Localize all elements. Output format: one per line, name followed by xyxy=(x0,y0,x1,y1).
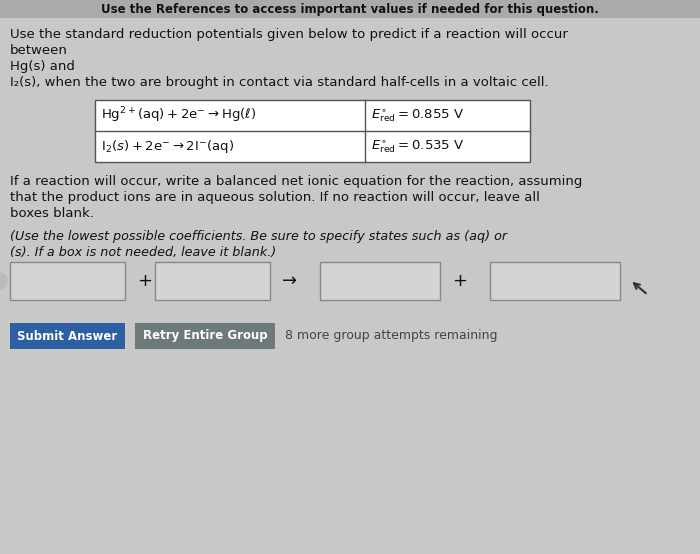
FancyBboxPatch shape xyxy=(135,323,275,349)
Text: that the product ions are in aqueous solution. If no reaction will occur, leave : that the product ions are in aqueous sol… xyxy=(10,191,540,204)
Text: between: between xyxy=(10,44,68,57)
FancyBboxPatch shape xyxy=(155,262,270,300)
Text: Hg(s) and: Hg(s) and xyxy=(10,60,75,73)
Text: boxes blank.: boxes blank. xyxy=(10,207,94,220)
FancyBboxPatch shape xyxy=(95,100,530,162)
Text: I₂(s), when the two are brought in contact via standard half-cells in a voltaic : I₂(s), when the two are brought in conta… xyxy=(10,76,549,89)
Text: If a reaction will occur, write a balanced net ionic equation for the reaction, : If a reaction will occur, write a balanc… xyxy=(10,175,582,188)
Text: (Use the lowest possible coefficients. Be sure to specify states such as (aq) or: (Use the lowest possible coefficients. B… xyxy=(10,230,507,243)
Text: $E^{\circ}_{\mathrm{red}} = 0.855\ \mathrm{V}$: $E^{\circ}_{\mathrm{red}} = 0.855\ \math… xyxy=(371,107,464,124)
Text: +: + xyxy=(452,272,467,290)
FancyBboxPatch shape xyxy=(320,262,440,300)
FancyBboxPatch shape xyxy=(10,323,125,349)
Text: Use the standard reduction potentials given below to predict if a reaction will : Use the standard reduction potentials gi… xyxy=(10,28,568,41)
Text: Submit Answer: Submit Answer xyxy=(17,330,117,342)
Text: (s). If a box is not needed, leave it blank.): (s). If a box is not needed, leave it bl… xyxy=(10,246,276,259)
FancyBboxPatch shape xyxy=(490,262,620,300)
FancyBboxPatch shape xyxy=(0,0,700,18)
Circle shape xyxy=(0,273,7,289)
Text: Retry Entire Group: Retry Entire Group xyxy=(143,330,267,342)
Text: →: → xyxy=(282,272,297,290)
Text: Use the References to access important values if needed for this question.: Use the References to access important v… xyxy=(101,3,599,16)
Text: +: + xyxy=(137,272,152,290)
Text: 8 more group attempts remaining: 8 more group attempts remaining xyxy=(285,330,498,342)
Text: $E^{\circ}_{\mathrm{red}} = 0.535\ \mathrm{V}$: $E^{\circ}_{\mathrm{red}} = 0.535\ \math… xyxy=(371,138,465,155)
Text: $\mathrm{I_2(\mathit{s}) + 2e^{-} \rightarrow 2I^{-}(aq)}$: $\mathrm{I_2(\mathit{s}) + 2e^{-} \right… xyxy=(101,138,234,155)
FancyBboxPatch shape xyxy=(10,262,125,300)
Text: $\mathrm{Hg^{2+}(aq) + 2e^{-} \rightarrow Hg(\ell)}$: $\mathrm{Hg^{2+}(aq) + 2e^{-} \rightarro… xyxy=(101,106,256,125)
